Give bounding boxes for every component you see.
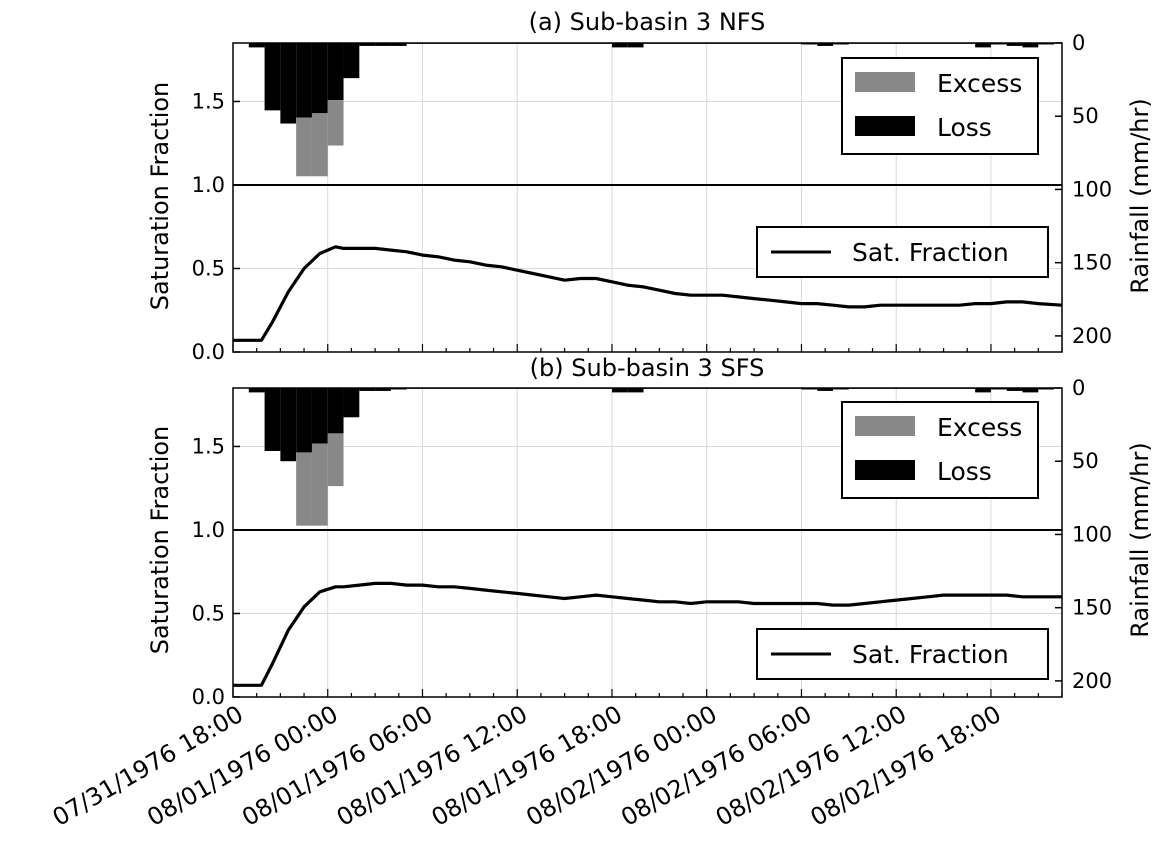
y2-tick-label: 200	[1072, 669, 1112, 693]
panel-title: (a) Sub-basin 3 NFS	[529, 8, 766, 36]
rainfall-loss-bar	[975, 43, 991, 48]
y2-tick-label: 100	[1072, 177, 1112, 201]
rainfall-excess-bar	[327, 433, 344, 487]
rainfall-loss-bar	[627, 388, 644, 393]
rainfall-excess-bar	[327, 100, 344, 146]
rainfall-loss-bar	[248, 43, 265, 48]
y2-tick-label: 0	[1072, 376, 1085, 400]
legend-swatch-loss	[855, 116, 915, 136]
legend-bottom: Sat. Fraction	[756, 628, 1049, 680]
legend-label-sat-fraction: Sat. Fraction	[852, 640, 1009, 669]
rainfall-loss-bar	[390, 43, 407, 46]
legend-swatch-excess	[855, 416, 915, 436]
rainfall-loss-bar	[311, 388, 328, 444]
y2-tick-label: 150	[1072, 596, 1112, 620]
y-tick-label: 1.5	[192, 434, 225, 458]
y2-tick-label: 0	[1072, 31, 1085, 55]
legend-top: Excess Loss	[841, 401, 1039, 499]
y-tick-label: 0.5	[192, 256, 225, 280]
rainfall-loss-bar	[264, 43, 281, 111]
rainfall-loss-bar	[311, 43, 328, 114]
panel-title: (b) Sub-basin 3 SFS	[530, 354, 765, 382]
rainfall-loss-bar	[975, 388, 991, 393]
rainfall-excess-bar	[311, 443, 328, 526]
legend-label-excess: Excess	[937, 69, 1022, 98]
y2-axis-label: Rainfall (mm/hr)	[1126, 442, 1154, 638]
rainfall-loss-bar	[817, 388, 834, 391]
series-line-sat-fraction	[233, 581, 1062, 687]
rainfall-excess-bar	[296, 452, 312, 526]
legend-bottom-frame	[756, 628, 1049, 680]
y-tick-label: 0.5	[192, 601, 225, 625]
plot-area	[232, 387, 1063, 698]
rainfall-loss-bar	[1022, 43, 1039, 48]
rainfall-loss-bar	[1022, 388, 1039, 393]
rainfall-loss-bar	[611, 43, 628, 48]
rainfall-loss-bar	[375, 388, 391, 391]
rainfall-loss-bar	[280, 43, 297, 124]
rainfall-loss-bar	[280, 388, 297, 462]
y-tick-label: 1.5	[192, 89, 225, 113]
legend-top: Excess Loss	[841, 57, 1039, 155]
legend-label-sat-fraction: Sat. Fraction	[852, 238, 1009, 267]
rainfall-loss-bar	[343, 388, 360, 418]
rainfall-loss-bar	[327, 43, 344, 101]
legend-label-excess: Excess	[937, 413, 1022, 442]
rainfall-loss-bar	[817, 43, 834, 46]
rainfall-excess-bar	[296, 117, 312, 177]
y-axis-label: Saturation Fraction	[146, 82, 174, 311]
y-tick-label: 0.0	[192, 685, 225, 709]
plot-frame	[232, 42, 1063, 353]
y-tick-label: 1.0	[192, 518, 225, 542]
y-axis-label: Saturation Fraction	[146, 426, 174, 655]
rainfall-loss-bar	[264, 388, 281, 451]
rainfall-loss-bar	[611, 388, 628, 393]
y2-tick-label: 50	[1072, 449, 1099, 473]
y2-tick-label: 100	[1072, 522, 1112, 546]
legend-swatch-loss	[855, 460, 915, 480]
rainfall-loss-bar	[343, 43, 360, 79]
series-line-sat-fraction	[233, 245, 1063, 342]
y2-tick-label: 200	[1072, 324, 1112, 348]
legend-bottom: Sat. Fraction	[756, 226, 1049, 278]
y2-tick-label: 150	[1072, 251, 1112, 275]
panel-b: (b) Sub-basin 3 SFS Saturation Fraction …	[146, 354, 1154, 709]
panel-a: (a) Sub-basin 3 NFS Saturation Fraction …	[146, 8, 1154, 364]
rainfall-loss-bar	[359, 43, 376, 46]
rainfall-loss-bar	[375, 43, 391, 46]
rainfall-loss-bar	[248, 388, 265, 393]
legend-label-loss: Loss	[937, 457, 992, 486]
y2-axis-label: Rainfall (mm/hr)	[1126, 98, 1154, 294]
plot-frame	[232, 387, 1063, 698]
rainfall-loss-bar	[1006, 43, 1023, 46]
legend-label-loss: Loss	[937, 113, 992, 142]
y-tick-label: 0.0	[192, 340, 225, 364]
rainfall-excess-bar	[311, 113, 328, 177]
rainfall-loss-bar	[327, 388, 344, 434]
y-tick-label: 1.0	[192, 173, 225, 197]
rainfall-loss-bar	[627, 43, 644, 48]
rainfall-loss-bar	[296, 43, 312, 118]
rainfall-loss-bar	[1006, 388, 1023, 391]
legend-swatch-excess	[855, 72, 915, 92]
rainfall-loss-bar	[296, 388, 312, 453]
y2-tick-label: 50	[1072, 104, 1099, 128]
rainfall-loss-bar	[359, 388, 376, 391]
